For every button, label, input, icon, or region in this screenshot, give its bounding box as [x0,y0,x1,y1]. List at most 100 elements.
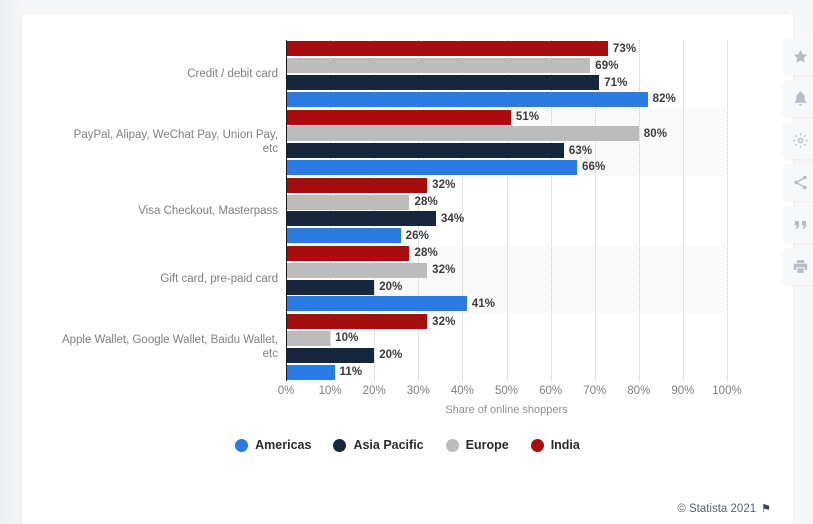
gridline [418,40,420,381]
bar[interactable] [286,194,410,210]
x-tick-label: 30% [406,385,430,397]
legend-item[interactable]: Americas [235,438,311,452]
copyright-notice: © Statista 2021 ⚑ [677,503,771,515]
bar-value-label: 82% [652,93,676,106]
chart-card: 73% 69% 71% 82% 51% 80% 63% 66% 32% 28% 34% 26% 28% 3… [22,14,813,524]
print-icon [792,258,809,275]
share-icon [792,174,809,191]
legend-item[interactable]: Europe [445,438,509,452]
x-tick-label: 40% [450,385,474,397]
star-icon [792,48,809,65]
bar-value-label: 41% [471,297,496,310]
bar-row: 69% [286,58,619,74]
notifications-button[interactable] [782,80,813,117]
plot-area: 73% 69% 71% 82% 51% 80% 63% 66% 32% 28% 34% 26% 28% 3… [286,40,728,381]
bar-row: 34% [286,211,464,227]
x-tick-label: 0% [277,385,295,397]
bar[interactable] [286,296,467,312]
bar-value-label: 66% [582,161,606,174]
x-tick-label: 20% [362,385,386,397]
bar[interactable] [286,228,401,244]
bar-row: 10% [286,330,359,346]
bar[interactable] [286,143,564,159]
bar[interactable] [286,75,600,90]
bar-row: 32% [286,262,455,278]
bar-value-label: 11% [339,366,363,379]
category-label: Apple Wallet, Google Wallet, Baidu Walle… [61,333,278,360]
category-label: Gift card, pre-paid card [160,272,278,285]
bar-value-label: 73% [612,42,637,55]
bar[interactable] [286,109,511,125]
bar[interactable] [286,347,375,363]
category-label: Visa Checkout, Masterpass [138,204,278,217]
bar-value-label: 10% [335,332,359,345]
copyright-text: © Statista 2021 [677,503,757,515]
bar[interactable] [286,126,639,142]
gridline [682,40,684,381]
legend-label: Americas [255,438,312,452]
flag-icon: ⚑ [761,502,771,515]
gridline [638,40,640,381]
gridline [330,40,332,381]
bar[interactable] [286,58,591,74]
x-tick-label: 80% [627,385,651,397]
bar-row: 20% [286,279,403,295]
gridline [462,40,464,381]
bar-row: 73% [286,41,637,57]
bar[interactable] [286,159,578,175]
legend-color-swatch [530,438,544,452]
bar-group: 32% 28% 34% 26% [286,176,727,244]
quote-icon [792,216,809,233]
gear-icon [792,132,809,149]
legend-color-swatch [445,438,459,452]
bar-row: 82% [286,91,676,107]
bar[interactable] [286,314,428,330]
share-button[interactable] [782,164,813,201]
x-tick-label: 50% [494,385,519,397]
bar-row: 28% [286,245,438,261]
legend-color-swatch [333,438,347,452]
gridline [550,40,552,381]
legend-label: Europe [465,438,509,452]
x-axis-title: Share of online shoppers [445,404,568,416]
legend-label: India [550,438,580,452]
action-toolbar [782,38,813,285]
bar[interactable] [286,245,410,261]
bar[interactable] [286,330,331,346]
bar-value-label: 28% [414,196,438,209]
print-button[interactable] [782,248,813,285]
legend-item[interactable]: Asia Pacific [333,438,424,452]
bar-value-label: 28% [414,247,438,260]
bar-value-label: 32% [432,179,456,192]
legend-item[interactable]: India [530,438,580,452]
bar-row: 80% [286,126,667,142]
bar[interactable] [286,279,375,295]
bar[interactable] [286,364,335,380]
category-labels: Credit / debit card PayPal, Alipay, WeCha… [26,40,278,381]
bar-row: 71% [286,75,627,90]
bar-group: 51% 80% 63% 66% [286,108,727,176]
settings-button[interactable] [782,122,813,159]
favorite-button[interactable] [782,38,813,75]
gridline [506,40,508,381]
x-tick-label: 70% [583,385,607,397]
bar-group: 28% 32% 20% 41% [286,245,727,313]
bar[interactable] [286,211,436,227]
citation-button[interactable] [782,206,813,243]
bar-value-label: 63% [568,144,593,157]
bar-value-label: 69% [595,59,619,72]
bar-row: 26% [286,228,429,244]
bar-group: 32% 10% 20% 11% [286,313,727,381]
bar[interactable] [286,262,428,278]
bar-chart: 73% 69% 71% 82% 51% 80% 63% 66% 32% 28% 34% 26% 28% 3… [22,14,793,484]
bar-value-label: 51% [515,111,540,124]
bar[interactable] [286,91,648,107]
bar-group: 73% 69% 71% 82% [286,40,727,108]
bar[interactable] [286,177,428,193]
bar[interactable] [286,41,608,57]
gridline [727,40,728,381]
bar-row: 32% [286,314,455,330]
bar-value-label: 20% [379,349,403,362]
gridline [374,40,376,381]
chart-legend: Americas Asia Pacific Europe India [22,438,793,452]
